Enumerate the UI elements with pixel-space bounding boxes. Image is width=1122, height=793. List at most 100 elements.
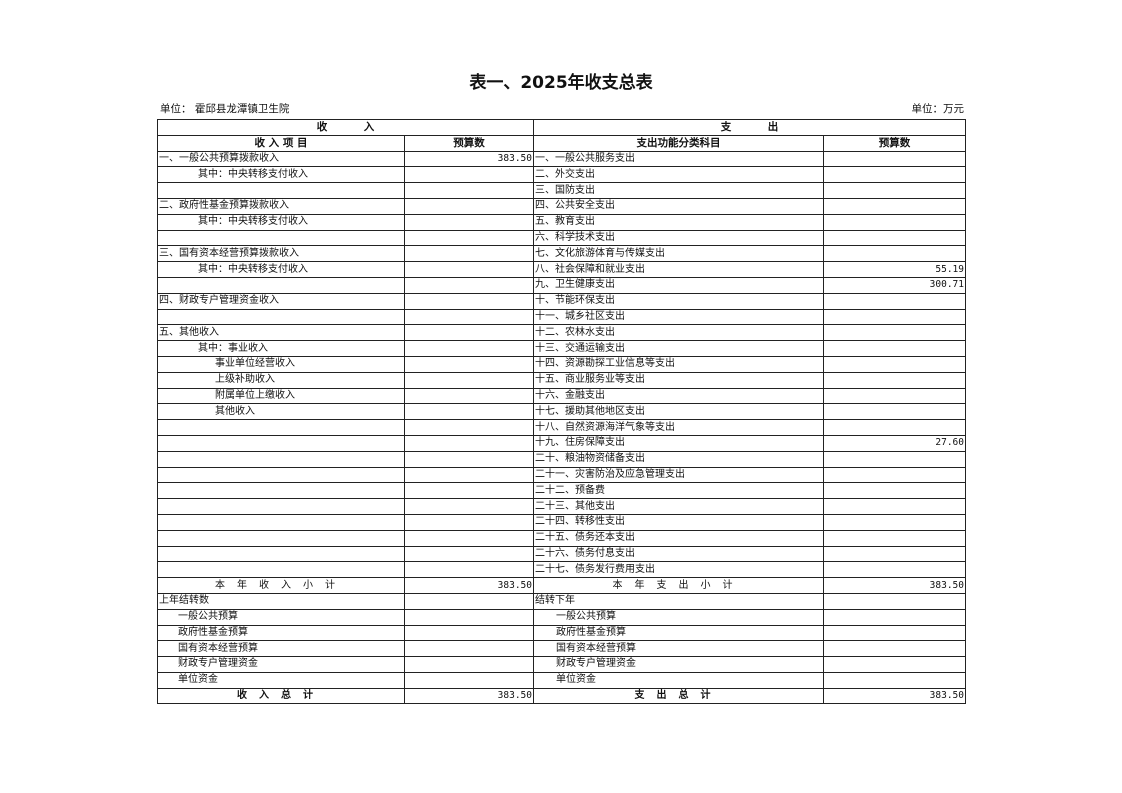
table-row: 事业单位经营收入 十四、资源勘探工业信息等支出	[157, 355, 966, 373]
carryover-row: 单位资金 单位资金	[157, 671, 966, 689]
table-row: 三、国有资本经营预算拨款收入 七、文化旅游体育与传媒支出	[157, 245, 966, 263]
income-item	[157, 545, 405, 563]
table-row: 十九、住房保障支出 27.60	[157, 434, 966, 452]
income-value	[404, 466, 534, 484]
income-carry-value	[404, 671, 534, 689]
total-row: 收入总计 383.50 支出总计 383.50	[157, 687, 966, 705]
carryover-row: 政府性基金预算 政府性基金预算	[157, 624, 966, 642]
expense-value	[823, 482, 966, 500]
table-row: 其中：中央转移支付收入 八、社会保障和就业支出 55.19	[157, 261, 966, 278]
expense-item: 十七、援助其他地区支出	[533, 403, 824, 421]
expense-value	[823, 229, 966, 247]
income-subtotal-value: 383.50	[404, 577, 534, 594]
income-value	[404, 324, 534, 342]
income-item: 一、一般公共预算拨款收入	[157, 150, 405, 168]
income-value	[404, 245, 534, 263]
income-item: 二、政府性基金预算拨款收入	[157, 197, 405, 215]
unit-currency: 单位：万元	[911, 103, 965, 115]
income-value	[404, 529, 534, 547]
income-carry-item: 一般公共预算	[157, 608, 405, 626]
table-row: 其他收入 十七、援助其他地区支出	[157, 403, 966, 421]
income-value	[404, 213, 534, 231]
expense-item: 十四、资源勘探工业信息等支出	[533, 355, 824, 373]
expense-value	[823, 419, 966, 436]
expense-total-label: 支出总计	[533, 687, 824, 705]
table-row: 二十三、其他支出	[157, 498, 966, 515]
expense-item: 二十三、其他支出	[533, 498, 824, 515]
expense-item: 十一、城乡社区支出	[533, 308, 824, 326]
expense-item: 十、节能环保支出	[533, 292, 824, 310]
income-item: 事业单位经营收入	[157, 355, 405, 373]
income-item	[157, 482, 405, 500]
expense-item: 十九、住房保障支出	[533, 434, 824, 452]
income-value	[404, 308, 534, 326]
expense-carry-item: 国有资本经营预算	[533, 640, 824, 658]
income-item: 其中：中央转移支付收入	[157, 261, 405, 278]
expense-item: 二十四、转移性支出	[533, 513, 824, 531]
expense-subtotal-label: 本年支出小计	[533, 577, 824, 594]
income-item: 其中：中央转移支付收入	[157, 213, 405, 231]
expense-item: 十二、农林水支出	[533, 324, 824, 342]
page-title: 表一、2025年收支总表	[469, 73, 653, 93]
income-item	[157, 308, 405, 326]
expense-item: 二十六、债务付息支出	[533, 545, 824, 563]
expense-item: 二十七、债务发行费用支出	[533, 561, 824, 579]
expense-value	[823, 340, 966, 357]
expense-carry-item: 政府性基金预算	[533, 624, 824, 642]
income-carry-value	[404, 608, 534, 626]
expense-item: 二十、粮油物资储备支出	[533, 450, 824, 468]
income-item	[157, 561, 405, 579]
income-item: 附属单位上缴收入	[157, 387, 405, 405]
income-item: 五、其他收入	[157, 324, 405, 342]
budget-summary-table: 收 入 支 出 收 入 项 目 预算数 支出功能分类科目 预算数 一、一般公共预…	[157, 119, 966, 705]
income-value	[404, 403, 534, 421]
subtotal-row: 本年收入小计 383.50 本年支出小计 383.50	[157, 577, 966, 594]
table-row: 六、科学技术支出	[157, 229, 966, 247]
carryover-row: 财政专户管理资金 财政专户管理资金	[157, 656, 966, 673]
income-value	[404, 276, 534, 294]
income-value	[404, 166, 534, 184]
expense-value	[823, 166, 966, 184]
income-item	[157, 513, 405, 531]
expense-value: 300.71	[823, 276, 966, 294]
income-total-value: 383.50	[404, 687, 534, 705]
income-subtotal-label: 本年收入小计	[157, 577, 405, 594]
income-carry-item: 上年结转数	[157, 592, 405, 610]
income-value	[404, 229, 534, 247]
income-carry-value	[404, 592, 534, 610]
income-item-header: 收 入 项 目	[157, 134, 405, 152]
income-value	[404, 419, 534, 436]
expense-item: 十八、自然资源海洋气象等支出	[533, 419, 824, 436]
table-row: 一、一般公共预算拨款收入 383.50 一、一般公共服务支出	[157, 150, 966, 168]
income-value	[404, 450, 534, 468]
expense-value	[823, 245, 966, 263]
expense-carry-item: 财政专户管理资金	[533, 656, 824, 673]
table-row: 九、卫生健康支出 300.71	[157, 276, 966, 294]
income-item: 上级补助收入	[157, 371, 405, 389]
expense-value	[823, 213, 966, 231]
expense-value	[823, 545, 966, 563]
expense-item: 十六、金融支出	[533, 387, 824, 405]
expense-item: 四、公共安全支出	[533, 197, 824, 215]
expense-carry-item: 结转下年	[533, 592, 824, 610]
expense-carry-value	[823, 656, 966, 673]
expense-value: 55.19	[823, 261, 966, 278]
expense-total-value: 383.50	[823, 687, 966, 705]
income-item: 其他收入	[157, 403, 405, 421]
expense-budget-header: 预算数	[823, 134, 966, 152]
income-item	[157, 450, 405, 468]
table-row: 二十五、债务还本支出	[157, 529, 966, 547]
expense-item: 六、科学技术支出	[533, 229, 824, 247]
expense-item: 三、国防支出	[533, 182, 824, 199]
income-value: 383.50	[404, 150, 534, 168]
income-item	[157, 434, 405, 452]
table-row: 二十七、债务发行费用支出	[157, 561, 966, 579]
income-carry-value	[404, 640, 534, 658]
expense-value	[823, 513, 966, 531]
income-budget-header: 预算数	[404, 134, 534, 152]
income-item	[157, 498, 405, 515]
expense-item: 二十一、灾害防治及应急管理支出	[533, 466, 824, 484]
expense-item-header: 支出功能分类科目	[533, 134, 824, 152]
expense-value	[823, 150, 966, 168]
expense-value	[823, 308, 966, 326]
